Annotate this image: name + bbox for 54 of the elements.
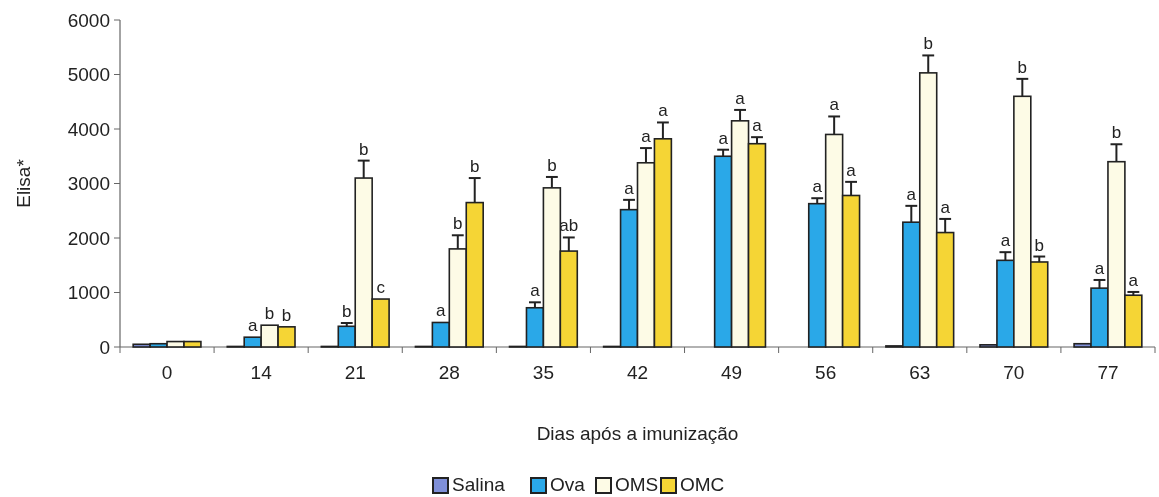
data-label: c	[376, 278, 386, 298]
y-tick-label: 1000	[67, 282, 110, 304]
y-tick-label: 0	[99, 336, 110, 358]
y-tick-label: 4000	[67, 118, 110, 140]
legend-label: OMS	[615, 474, 659, 495]
data-label: a	[436, 301, 447, 321]
data-label: b	[453, 214, 463, 234]
y-axis-title: Elisa*	[13, 158, 34, 208]
data-label: a	[1000, 231, 1011, 251]
x-tick-label: 0	[161, 362, 173, 383]
x-tick-label: 63	[909, 362, 931, 383]
legend-label: Salina	[452, 474, 506, 495]
data-label: a	[812, 177, 823, 197]
data-label: b	[1034, 235, 1044, 255]
x-tick-label: 42	[626, 362, 649, 383]
data-label: a	[718, 128, 729, 148]
data-label: b	[469, 157, 480, 177]
data-label: a	[752, 116, 763, 136]
x-tick-label: 49	[721, 362, 743, 383]
x-tick-label: 70	[1003, 362, 1025, 383]
data-label: ab	[559, 216, 579, 236]
data-label: b	[264, 304, 275, 324]
y-tick-label: 6000	[67, 9, 110, 31]
data-label: b	[358, 139, 369, 159]
x-tick-label: 28	[438, 362, 460, 383]
data-label: a	[906, 184, 917, 204]
data-label: a	[1094, 258, 1105, 278]
x-axis-title: Dias após a imunização	[536, 423, 739, 444]
data-label: a	[846, 160, 857, 180]
x-tick-label: 56	[815, 362, 837, 383]
data-label: a	[247, 316, 258, 336]
data-label: a	[624, 178, 635, 198]
data-label: b	[281, 305, 292, 325]
data-label: a	[735, 88, 746, 108]
legend-label: Ova	[550, 474, 586, 495]
x-tick-label: 77	[1097, 362, 1119, 383]
y-tick-label: 5000	[67, 64, 110, 86]
data-label: b	[342, 302, 352, 322]
legend-label: OMC	[680, 474, 725, 495]
data-label: b	[1111, 123, 1122, 143]
x-tick-label: 14	[250, 362, 273, 383]
x-tick-label: 21	[344, 362, 366, 383]
data-label: a	[829, 95, 840, 115]
data-label: b	[547, 155, 557, 175]
y-tick-label: 2000	[67, 227, 110, 249]
data-label: a	[658, 101, 669, 121]
data-label: a	[530, 281, 541, 301]
data-label: a	[940, 197, 951, 217]
data-label: a	[641, 127, 652, 147]
data-label: b	[923, 34, 933, 54]
data-label: a	[1128, 270, 1139, 290]
data-label: b	[1017, 57, 1028, 77]
x-tick-label: 35	[532, 362, 554, 383]
y-tick-label: 3000	[67, 173, 110, 195]
